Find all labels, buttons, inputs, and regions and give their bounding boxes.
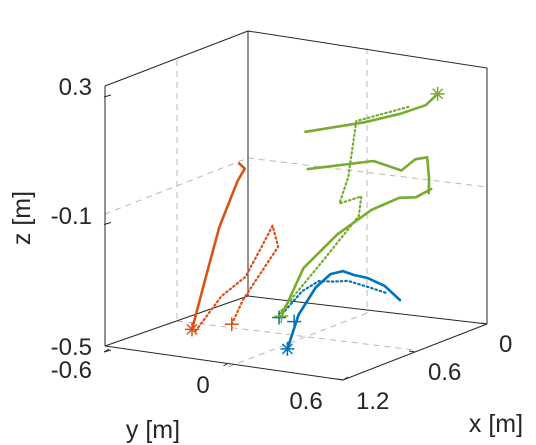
y-tick-left (103, 348, 110, 353)
floor-grid-x-mid (176, 320, 416, 351)
x-tick-right (480, 322, 488, 325)
z-tick-label-mid: -0.1 (51, 203, 92, 230)
y-tick-label-right: 0.6 (289, 388, 322, 415)
series-green-dotted-7 (277, 105, 411, 315)
right-wall-grid-z-mid (247, 157, 488, 188)
y-axis-label: y [m] (126, 416, 180, 444)
x-tick-label-mid: 0.6 (428, 359, 461, 386)
series-orange-solid-2 (190, 162, 247, 331)
y-tick-mid (223, 362, 229, 367)
plus-marker-orange-4 (224, 317, 239, 332)
star-marker-orange-3 (184, 322, 199, 337)
back-wall-grid-z-mid (104, 157, 249, 215)
series-green-solid-5 (304, 92, 439, 134)
star-marker-green-5 (430, 86, 445, 101)
y-tick-label-left: -0.6 (51, 357, 92, 384)
labels: 0.3 -0.1 -0.5 -0.6 0 0.6 1.2 0.6 0 z [m]… (8, 74, 523, 444)
x-tick-left (336, 378, 344, 381)
back-wall-frame (104, 30, 249, 346)
floor-grid-y-mid (222, 312, 368, 370)
z-tick-mid (103, 222, 112, 225)
floor-back-edge-y (104, 295, 249, 347)
y-axis-line (104, 345, 344, 381)
data-layer (190, 92, 439, 351)
x-axis-label: x [m] (469, 410, 523, 438)
series-green-solid-4 (280, 187, 433, 318)
star-marker-blue-0 (280, 341, 295, 356)
x-tick-mid (408, 350, 416, 353)
series-green-solid-6 (306, 156, 431, 195)
marker-layer (184, 86, 445, 356)
y-tick-label-mid: 0 (196, 372, 209, 399)
grid-layer (104, 48, 488, 370)
z-tick-label-bottom: -0.5 (51, 334, 92, 361)
series-blue-dotted-1 (278, 279, 389, 319)
z-tick-top (103, 94, 112, 98)
plus-marker-blue-2 (287, 314, 302, 329)
plus-marker-blue-1 (272, 310, 287, 325)
tick-marks (103, 94, 488, 381)
series-orange-dotted-3 (194, 224, 280, 333)
series-blue-solid-0 (286, 269, 402, 351)
y-tick-right (342, 376, 349, 381)
axes-box (104, 30, 488, 347)
right-wall-frame (247, 30, 488, 324)
z-axis-label: z [m] (8, 191, 36, 245)
z-tick-label-top: 0.3 (59, 74, 92, 101)
x-tick-label-left: 1.2 (356, 388, 389, 415)
x-tick-label-right: 0 (499, 331, 512, 358)
plus-marker-green-6 (274, 309, 289, 324)
